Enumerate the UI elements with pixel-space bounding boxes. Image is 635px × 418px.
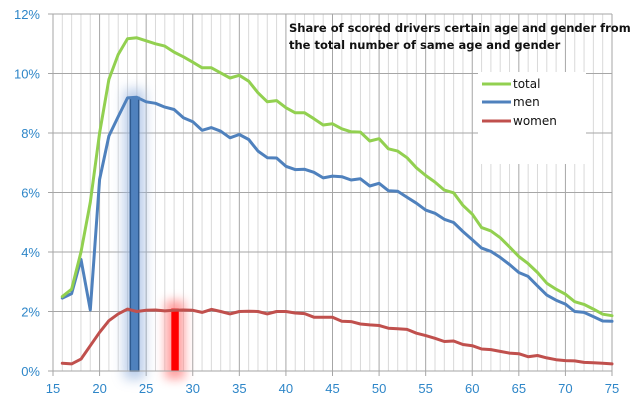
chart-title-line-1: Share of scored drivers certain age and … bbox=[289, 21, 631, 35]
legend-label-total: total bbox=[513, 77, 540, 91]
x-tick-label: 45 bbox=[325, 381, 339, 396]
x-tick-label: 30 bbox=[186, 381, 200, 396]
y-tick-label: 8% bbox=[21, 126, 40, 141]
x-tick-label: 20 bbox=[92, 381, 106, 396]
x-axis-ticks: 15 20 25 30 35 40 45 50 55 60 65 70 75 bbox=[46, 381, 619, 396]
y-tick-label: 2% bbox=[21, 305, 40, 320]
series-line-men bbox=[60, 95, 614, 323]
legend-label-women: women bbox=[513, 114, 557, 128]
x-tick-label: 55 bbox=[418, 381, 432, 396]
series-line-women bbox=[60, 307, 614, 366]
axes bbox=[52, 14, 612, 376]
series-lines bbox=[60, 36, 614, 366]
y-tick-label: 6% bbox=[21, 186, 40, 201]
x-tick-label: 60 bbox=[465, 381, 479, 396]
y-axis-ticks: 0% 2% 4% 6% 8% 10% 12% bbox=[14, 7, 40, 379]
men-peak-bar bbox=[129, 96, 140, 372]
x-tick-label: 70 bbox=[558, 381, 572, 396]
chart-title: Share of scored drivers certain age and … bbox=[289, 21, 631, 52]
legend-background bbox=[478, 72, 586, 164]
y-tick-label: 10% bbox=[14, 67, 40, 82]
x-tick-label: 40 bbox=[279, 381, 293, 396]
y-tick-label: 0% bbox=[21, 364, 40, 379]
x-tick-label: 50 bbox=[372, 381, 386, 396]
legend-label-men: men bbox=[513, 95, 540, 109]
series-line-total bbox=[60, 36, 614, 318]
legend: total men women bbox=[478, 72, 586, 164]
x-tick-label: 75 bbox=[605, 381, 619, 396]
women-peak-bar bbox=[171, 308, 179, 371]
chart-title-line-2: the total number of same age and gender bbox=[289, 38, 561, 52]
y-tick-label: 12% bbox=[14, 7, 40, 22]
y-tick-label: 4% bbox=[21, 245, 40, 260]
x-tick-label: 15 bbox=[46, 381, 60, 396]
x-tick-label: 65 bbox=[512, 381, 526, 396]
x-tick-label: 25 bbox=[139, 381, 153, 396]
x-tick-label: 35 bbox=[232, 381, 246, 396]
